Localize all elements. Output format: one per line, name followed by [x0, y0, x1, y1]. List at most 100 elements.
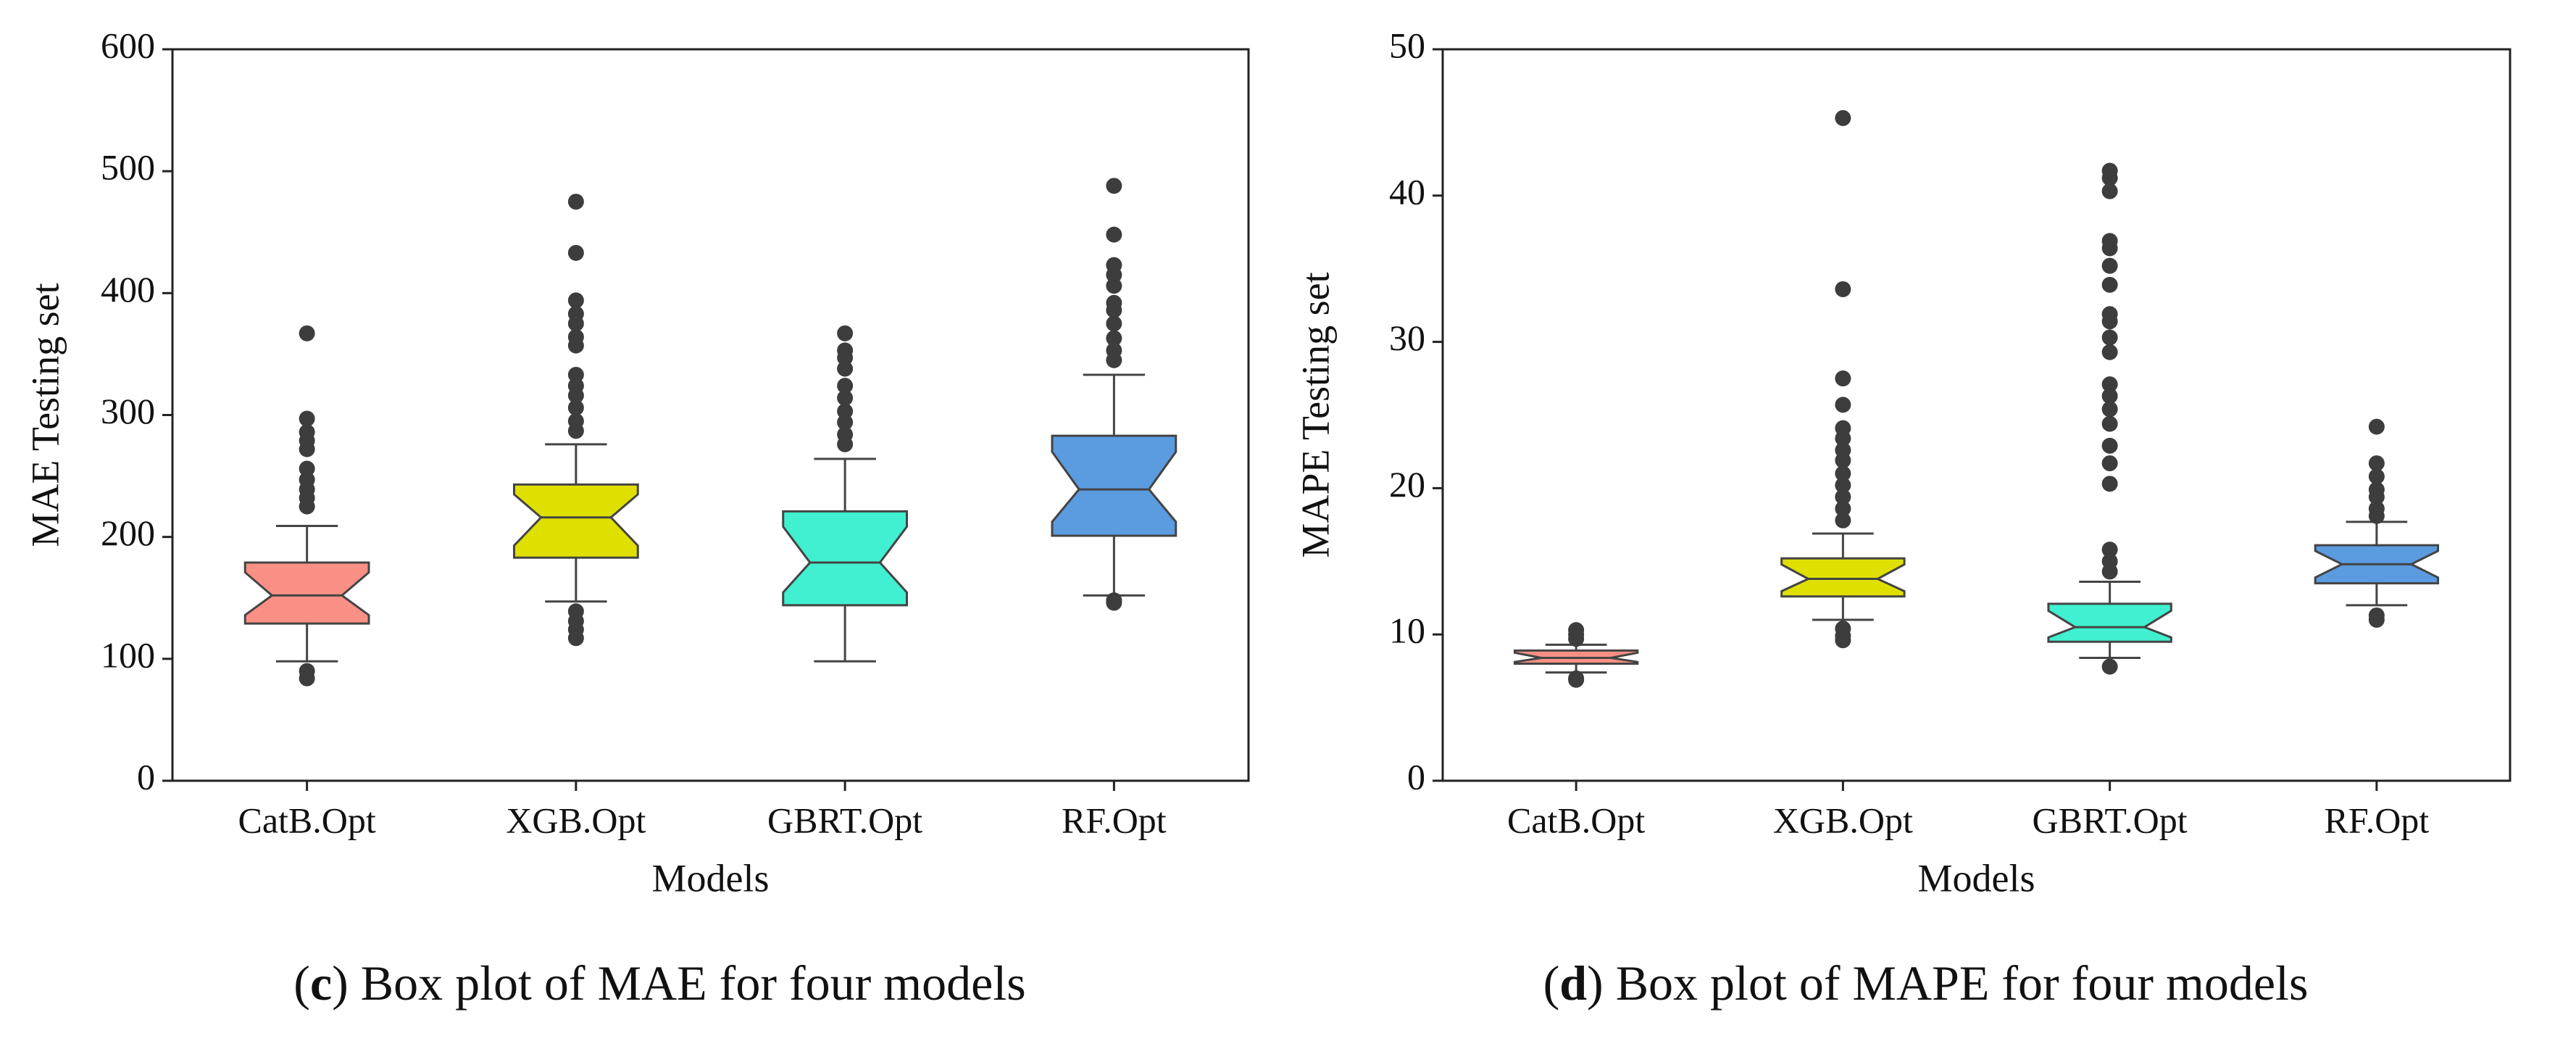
y-axis-label: MAE Testing set — [23, 283, 67, 547]
outlier — [1106, 330, 1122, 347]
outlier — [567, 423, 584, 439]
outlier — [299, 670, 315, 687]
outlier — [1568, 631, 1585, 647]
outlier — [1835, 489, 1851, 505]
outlier — [2101, 401, 2118, 418]
outlier — [2101, 563, 2118, 580]
outlier — [2368, 468, 2385, 485]
x-tick-label: XGB.Opt — [506, 800, 646, 840]
y-axis-label: MAPE Testing set — [1293, 272, 1337, 557]
outlier — [2101, 658, 2118, 675]
y-tick-label: 100 — [101, 634, 155, 675]
y-tick-label: 0 — [137, 756, 155, 797]
outlier — [1835, 281, 1851, 297]
outlier — [2101, 437, 2118, 454]
outlier — [567, 630, 584, 647]
caption-part: ( — [293, 955, 310, 1011]
outlier — [2368, 612, 2385, 629]
outlier — [2101, 455, 2118, 472]
x-tick-label: CatB.Opt — [1507, 800, 1645, 840]
x-tick-label: XGB.Opt — [1773, 800, 1913, 840]
box — [782, 510, 909, 607]
caption: (d) Box plot of MAPE for four models — [1543, 955, 2309, 1011]
outlier — [567, 367, 584, 383]
outlier — [1835, 397, 1851, 413]
outlier — [1106, 352, 1122, 368]
outlier — [1835, 632, 1851, 649]
outlier — [2101, 376, 2118, 393]
outlier — [1106, 267, 1122, 283]
box — [1780, 557, 1906, 598]
outlier — [567, 292, 584, 309]
x-tick-label: CatB.Opt — [238, 800, 375, 840]
outlier — [2368, 489, 2385, 505]
outlier — [2101, 344, 2118, 360]
outlier — [837, 414, 854, 431]
caption-part: ) Box plot of MAE for four models — [332, 955, 1026, 1011]
outlier — [567, 194, 584, 210]
outlier — [1835, 430, 1851, 447]
outlier — [2101, 257, 2118, 274]
outlier — [1835, 465, 1851, 482]
y-tick-label: 0 — [1407, 756, 1425, 797]
caption-part: d — [1559, 955, 1587, 1011]
caption-part: ( — [1543, 955, 1560, 1011]
outlier — [2101, 542, 2118, 558]
y-tick-label: 400 — [101, 269, 155, 310]
outlier — [567, 387, 584, 404]
y-tick-label: 10 — [1389, 610, 1425, 651]
outlier — [1835, 500, 1851, 517]
outlier — [837, 378, 854, 394]
outlier — [2101, 476, 2118, 492]
outlier — [837, 325, 854, 341]
outlier — [2101, 313, 2118, 330]
outlier — [299, 460, 315, 477]
plot-frame — [1441, 48, 2512, 782]
y-tick-label: 50 — [1389, 25, 1425, 65]
x-tick-label: GBRT.Opt — [767, 800, 922, 840]
outlier — [2101, 183, 2118, 199]
outlier — [1835, 109, 1851, 126]
outlier — [567, 337, 584, 354]
outlier — [837, 389, 854, 406]
outlier — [299, 325, 315, 341]
outlier — [2368, 455, 2385, 472]
outlier — [299, 441, 315, 457]
plot-frame — [171, 48, 1250, 782]
y-tick-label: 30 — [1389, 318, 1425, 358]
box — [2047, 602, 2172, 643]
outlier — [837, 436, 854, 452]
y-tick-label: 40 — [1389, 171, 1425, 212]
x-tick-label: GBRT.Opt — [2033, 800, 2188, 840]
outlier — [1835, 452, 1851, 469]
y-tick-label: 500 — [101, 147, 155, 188]
outlier — [567, 315, 584, 332]
outlier — [1106, 594, 1122, 611]
outlier — [1106, 315, 1122, 332]
outlier — [1106, 178, 1122, 194]
x-axis-label: Models — [1918, 856, 2035, 900]
outlier — [1106, 302, 1122, 318]
outlier — [2101, 388, 2118, 405]
y-tick-label: 300 — [101, 391, 155, 431]
box — [512, 483, 639, 559]
x-tick-label: RF.Opt — [2325, 800, 2430, 840]
outlier — [2368, 418, 2385, 435]
caption: (c) Box plot of MAE for four models — [293, 955, 1025, 1011]
outlier — [1568, 671, 1585, 688]
y-tick-label: 600 — [101, 25, 155, 65]
outlier — [299, 410, 315, 427]
outlier — [837, 403, 854, 420]
outlier — [1835, 477, 1851, 494]
chart: 0 10 20 30 40 50 CatB.Opt XGB.Opt GBRT.Opt RF.Opt… — [1293, 25, 2512, 1011]
y-tick-label: 200 — [101, 513, 155, 553]
outlier — [837, 349, 854, 366]
outlier — [837, 360, 854, 377]
caption-part: ) Box plot of MAPE for four models — [1587, 955, 2308, 1011]
outlier — [2101, 329, 2118, 346]
caption-part: c — [310, 955, 332, 1011]
outlier — [1106, 278, 1122, 294]
outlier — [1835, 370, 1851, 387]
outlier — [2101, 240, 2118, 257]
